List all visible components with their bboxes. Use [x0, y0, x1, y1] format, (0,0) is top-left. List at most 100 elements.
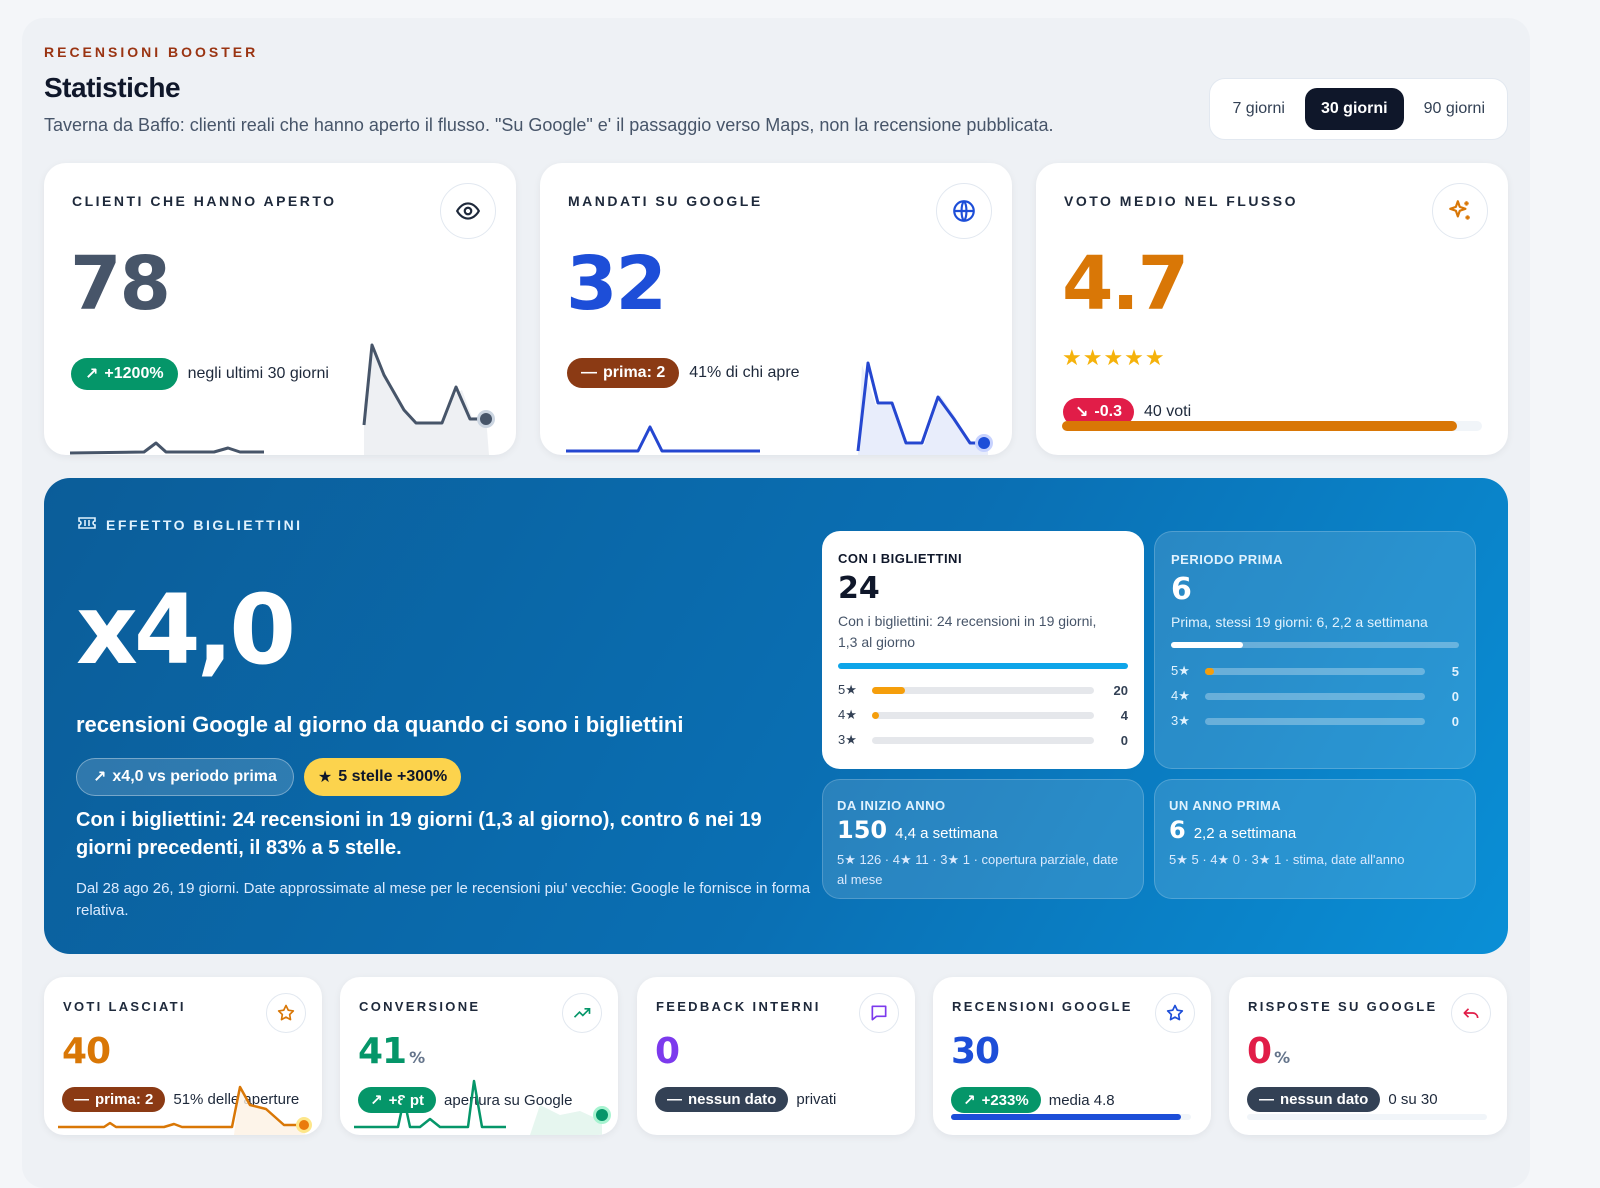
card-detail: 5★ 126 · 4★ 11 · 3★ 1 · copertura parzia… — [837, 852, 1119, 887]
hero-label: EFFETTO BIGLIETTINI — [78, 516, 303, 533]
dash-icon: — — [581, 364, 597, 381]
kpi-label: VOTO MEDIO NEL FLUSSO — [1064, 193, 1299, 209]
reviews-progress-fill — [951, 1114, 1182, 1120]
card-detail: 5★ 5 · 4★ 0 · 3★ 1 · stima, date all'ann… — [1169, 852, 1405, 867]
trend-up-icon: ↗ — [85, 366, 99, 383]
mini-value: 41% — [358, 1031, 425, 1072]
mini-value: 0 — [655, 1031, 680, 1072]
kpi-value: 4.7 — [1062, 241, 1189, 327]
range-selector: 7 giorni 30 giorni 90 giorni — [1209, 78, 1508, 140]
card-value: 6 — [1171, 572, 1192, 607]
star-icon: ★ — [317, 769, 333, 786]
kpi-value: 78 — [70, 241, 171, 327]
hero-description: recensioni Google al giorno da quando ci… — [76, 712, 684, 737]
card-label: UN ANNO PRIMA — [1169, 798, 1282, 813]
card-rate: 4,4 a settimana — [895, 825, 998, 842]
range-30-days[interactable]: 30 giorni — [1304, 88, 1404, 130]
vs-prior-badge: ↗ x4,0 vs periodo prima — [76, 758, 294, 796]
hero-multiplier: x4,0 — [76, 574, 296, 686]
range-7-days[interactable]: 7 giorni — [1232, 100, 1285, 117]
reply-icon — [1451, 993, 1491, 1033]
kpi-value: 32 — [566, 241, 667, 327]
card-value: 6 — [1169, 816, 1186, 844]
internal-feedback-card: FEEDBACK INTERNI 0 — nessun dato privati — [637, 977, 915, 1135]
votes-sparkline — [58, 1085, 312, 1135]
tickets-effect-banner: EFFETTO BIGLIETTINI x4,0 recensioni Goog… — [44, 478, 1508, 954]
page-subtitle: Taverna da Baffo: clienti reali che hann… — [44, 115, 1054, 135]
star-row: 4★ 0 — [1171, 688, 1459, 704]
conversion-card: CONVERSIONE 41% ↗ +8 pt apertura su Google — [340, 977, 618, 1135]
card-value: 150 — [837, 816, 888, 844]
conversion-sparkline — [354, 1079, 611, 1135]
google-reviews-card: RECENSIONI GOOGLE 30 ↗ +233% media 4.8 — [933, 977, 1211, 1135]
kpi-caption: 41% di chi apre — [689, 364, 800, 381]
mini-label: FEEDBACK INTERNI — [656, 999, 821, 1014]
eye-icon — [440, 183, 496, 239]
trend-up-icon: ↗ — [370, 1092, 383, 1109]
trend-down-icon: ↘ — [1075, 404, 1089, 421]
mini-delta-badge: ↗ +8 pt — [358, 1087, 437, 1113]
rating-track — [1062, 421, 1482, 431]
opened-sparkline — [69, 343, 495, 455]
star-icon — [266, 993, 306, 1033]
card-label: PERIODO PRIMA — [1171, 552, 1283, 567]
kpi-label: CLIENTI CHE HANNO APERTO — [72, 193, 337, 209]
card-value: 24 — [838, 571, 880, 606]
dash-icon: — — [74, 1091, 89, 1108]
trend-up-icon: ↗ — [93, 769, 107, 786]
kpi-google-card: MANDATI SU GOOGLE 32 — prima: 2 41% di ch… — [540, 163, 1012, 455]
card-rate: 2,2 a settimana — [1193, 825, 1297, 842]
mini-label: RECENSIONI GOOGLE — [952, 999, 1133, 1014]
card-label: DA INIZIO ANNO — [837, 798, 946, 813]
dash-icon: — — [1259, 1091, 1274, 1108]
kpi-caption: negli ultimi 30 giorni — [187, 365, 329, 382]
star-row: 4★ 4 — [838, 707, 1128, 723]
mini-caption: media 4.8 — [1048, 1091, 1115, 1109]
kpi-opened-card: CLIENTI CHE HANNO APERTO 78 ↗ +1200% negl… — [44, 163, 516, 455]
mini-caption: 0 su 30 — [1388, 1091, 1438, 1108]
rating-fill — [1062, 421, 1457, 431]
mini-delta-badge: — nessun dato — [1247, 1087, 1381, 1112]
star-row: 5★ 20 — [838, 682, 1128, 698]
card-description: Prima, stessi 19 giorni: 6, 2,2 a settim… — [1171, 614, 1428, 630]
trending-up-icon — [562, 993, 602, 1033]
eyebrow: RECENSIONI BOOSTER — [44, 44, 259, 60]
ticket-icon — [78, 516, 96, 533]
mini-value: 30 — [951, 1031, 1000, 1072]
star-row: 5★ 5 — [1171, 663, 1459, 679]
mini-label: VOTI LASCIATI — [63, 999, 186, 1014]
sparkles-icon — [1432, 183, 1488, 239]
card-progress-track — [1171, 642, 1459, 648]
votes-card: VOTI LASCIATI 40 — prima: 2 51% delle aper… — [44, 977, 322, 1135]
star-icon — [1155, 993, 1195, 1033]
card-progress — [838, 663, 1128, 669]
before-period-card: PERIODO PRIMA 6 Prima, stessi 19 giorni:… — [1154, 531, 1476, 769]
five-stars-badge: ★ 5 stelle +300% — [303, 758, 462, 796]
globe-icon — [936, 183, 992, 239]
mini-value: 40 — [62, 1031, 111, 1072]
kpi-caption: 40 voti — [1143, 403, 1192, 420]
kpi-rating-card: VOTO MEDIO NEL FLUSSO 4.7 ★★★★★ ↘ -0.3 40… — [1036, 163, 1508, 455]
card-progress-fill — [1171, 642, 1243, 648]
mini-value: 0% — [1247, 1031, 1290, 1072]
google-replies-card: RISPOSTE SU GOOGLE 0% — nessun dato 0 su 3… — [1229, 977, 1507, 1135]
dash-icon: — — [667, 1091, 682, 1108]
google-sparkline — [566, 361, 993, 455]
range-90-days[interactable]: 90 giorni — [1423, 100, 1485, 117]
mini-delta-badge: ↗ +233% — [951, 1087, 1041, 1113]
kpi-delta-badge: ↗ +1200% — [71, 358, 178, 390]
kpi-delta-badge: — prima: 2 — [567, 358, 680, 388]
mini-label: RISPOSTE SU GOOGLE — [1248, 999, 1438, 1014]
trend-up-icon: ↗ — [963, 1092, 976, 1109]
year-before-card: UN ANNO PRIMA 6 2,2 a settimana 5★ 5 · 4★… — [1154, 779, 1476, 899]
card-description: Con i bigliettini: 24 recensioni in 19 g… — [838, 613, 1097, 650]
card-label: CON I BIGLIETTINI — [838, 551, 963, 566]
page-title: Statistiche — [44, 72, 181, 103]
mini-caption: privati — [796, 1091, 837, 1108]
star-row: 3★ 0 — [1171, 713, 1459, 729]
mini-delta-badge: — prima: 2 — [62, 1087, 166, 1112]
year-to-date-card: DA INIZIO ANNO 150 4,4 a settimana 5★ 126… — [822, 779, 1144, 899]
hero-note: Dal 28 ago 26, 19 giorni. Date approssim… — [76, 880, 811, 919]
kpi-label: MANDATI SU GOOGLE — [568, 193, 763, 209]
rating-stars: ★★★★★ — [1062, 345, 1166, 370]
